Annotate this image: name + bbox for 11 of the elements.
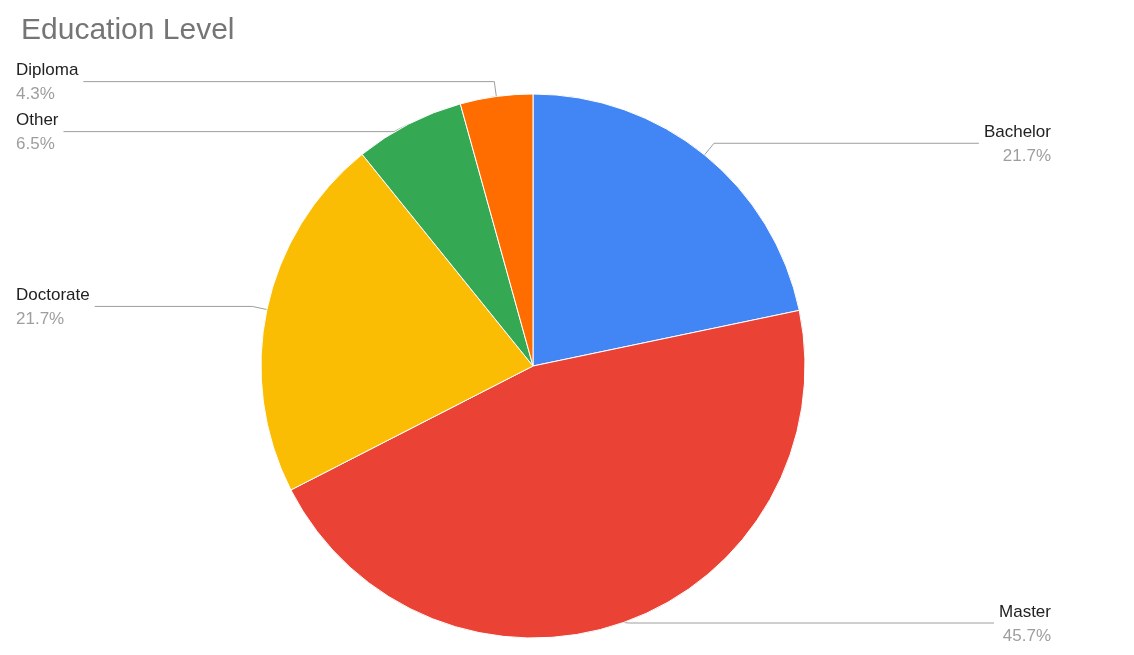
data-label: 4.3% (16, 84, 55, 104)
data-label: 6.5% (16, 134, 55, 154)
data-label: 45.7% (1002, 625, 1051, 645)
slice-label: Master (999, 601, 1052, 621)
slice-label: Diploma (16, 60, 79, 80)
data-label: 21.7% (1002, 145, 1051, 165)
slice-label: Doctorate (16, 284, 90, 304)
data-label: 21.7% (16, 308, 65, 328)
chart-title: Education Level (21, 11, 235, 45)
slice-label: Other (16, 110, 59, 130)
slice-label: Bachelor (983, 121, 1052, 141)
